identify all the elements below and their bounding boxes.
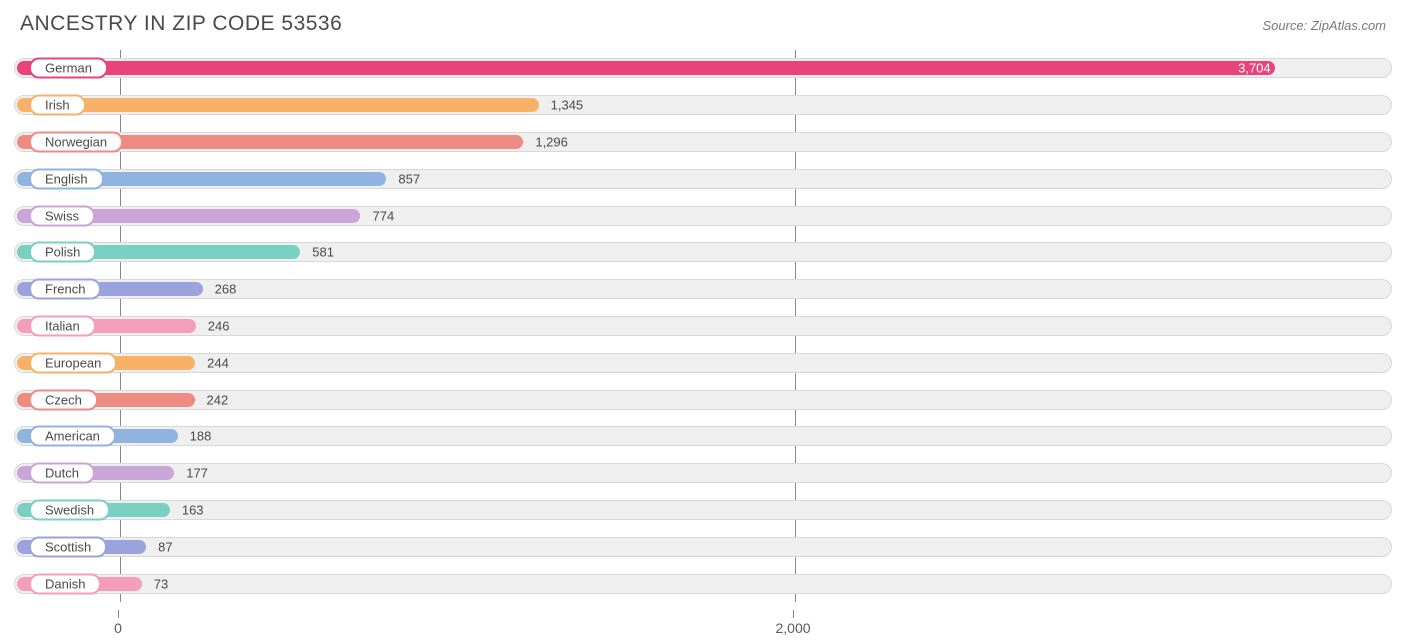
category-pill: German (29, 58, 108, 79)
bar-row: 246 Italian (14, 308, 1392, 345)
category-pill: Scottish (29, 536, 107, 557)
category-pill: Swedish (29, 499, 110, 520)
bar-row: 1,345 Irish (14, 87, 1392, 124)
bar-value-label: 268 (215, 282, 237, 297)
bar-track: 242 Czech (14, 390, 1392, 410)
bar-value-label: 3,704 (1238, 61, 1285, 76)
x-tick (793, 610, 794, 618)
bar-row: 163 Swedish (14, 492, 1392, 529)
bar-value-label: 1,345 (551, 98, 584, 113)
chart-source: Source: ZipAtlas.com (1262, 18, 1386, 33)
bar-value-label: 242 (207, 392, 229, 407)
bar-row: 1,296 Norwegian (14, 124, 1392, 161)
chart-header: ANCESTRY IN ZIP CODE 53536 Source: ZipAt… (0, 0, 1406, 44)
bar-value-label: 177 (186, 466, 208, 481)
category-pill: English (29, 168, 104, 189)
category-pill: Norwegian (29, 131, 123, 152)
bar-row: 857 English (14, 160, 1392, 197)
bar-track: 163 Swedish (14, 500, 1392, 520)
bar-row: 268 French (14, 271, 1392, 308)
x-tick-label: 2,000 (775, 620, 810, 636)
bar-track: 1,345 Irish (14, 95, 1392, 115)
category-pill: Dutch (29, 463, 95, 484)
category-pill: Italian (29, 315, 96, 336)
bar (17, 61, 1275, 75)
bar (17, 98, 539, 112)
bar-value-label: 581 (312, 245, 334, 260)
bar-track: 73 Danish (14, 574, 1392, 594)
x-axis: 02,0004,000 (14, 610, 1392, 644)
bar-track: 244 European (14, 353, 1392, 373)
bar-track: 87 Scottish (14, 537, 1392, 557)
bar-value-label: 244 (207, 355, 229, 370)
plot-area: 3,704 German 1,345 Irish 1,296 Norwegian 857 En… (14, 50, 1392, 602)
category-pill: American (29, 426, 116, 447)
bar-row: 73 Danish (14, 565, 1392, 602)
bar-track: 857 English (14, 169, 1392, 189)
category-pill: Danish (29, 573, 101, 594)
category-pill: Czech (29, 389, 98, 410)
x-tick (118, 610, 119, 618)
bar-track: 246 Italian (14, 316, 1392, 336)
chart-title: ANCESTRY IN ZIP CODE 53536 (20, 12, 342, 36)
bar-row: 774 Swiss (14, 197, 1392, 234)
bar-row: 87 Scottish (14, 528, 1392, 565)
bar-track: 581 Polish (14, 242, 1392, 262)
bar-track: 774 Swiss (14, 206, 1392, 226)
bar-value-label: 163 (182, 502, 204, 517)
bar-value-label: 73 (154, 576, 168, 591)
bar-value-label: 246 (208, 318, 230, 333)
bar-track: 1,296 Norwegian (14, 132, 1392, 152)
bar-track: 188 American (14, 426, 1392, 446)
category-pill: French (29, 279, 101, 300)
chart-container: 3,704 German 1,345 Irish 1,296 Norwegian 857 En… (14, 50, 1392, 602)
rows: 3,704 German 1,345 Irish 1,296 Norwegian 857 En… (14, 50, 1392, 602)
bar-track: 3,704 German (14, 58, 1392, 78)
category-pill: Irish (29, 95, 86, 116)
bar-row: 244 European (14, 344, 1392, 381)
bar-value-label: 188 (190, 429, 212, 444)
x-tick-label: 0 (114, 620, 122, 636)
category-pill: Polish (29, 242, 96, 263)
bar-row: 177 Dutch (14, 455, 1392, 492)
category-pill: European (29, 352, 117, 373)
bar-row: 188 American (14, 418, 1392, 455)
bar-track: 177 Dutch (14, 463, 1392, 483)
category-pill: Swiss (29, 205, 95, 226)
bar-value-label: 774 (372, 208, 394, 223)
bar-row: 3,704 German (14, 50, 1392, 87)
bar-track: 268 French (14, 279, 1392, 299)
bar-value-label: 1,296 (535, 134, 568, 149)
bar-value-label: 87 (158, 539, 172, 554)
bar-row: 242 Czech (14, 381, 1392, 418)
bar-row: 581 Polish (14, 234, 1392, 271)
bar-value-label: 857 (398, 171, 420, 186)
